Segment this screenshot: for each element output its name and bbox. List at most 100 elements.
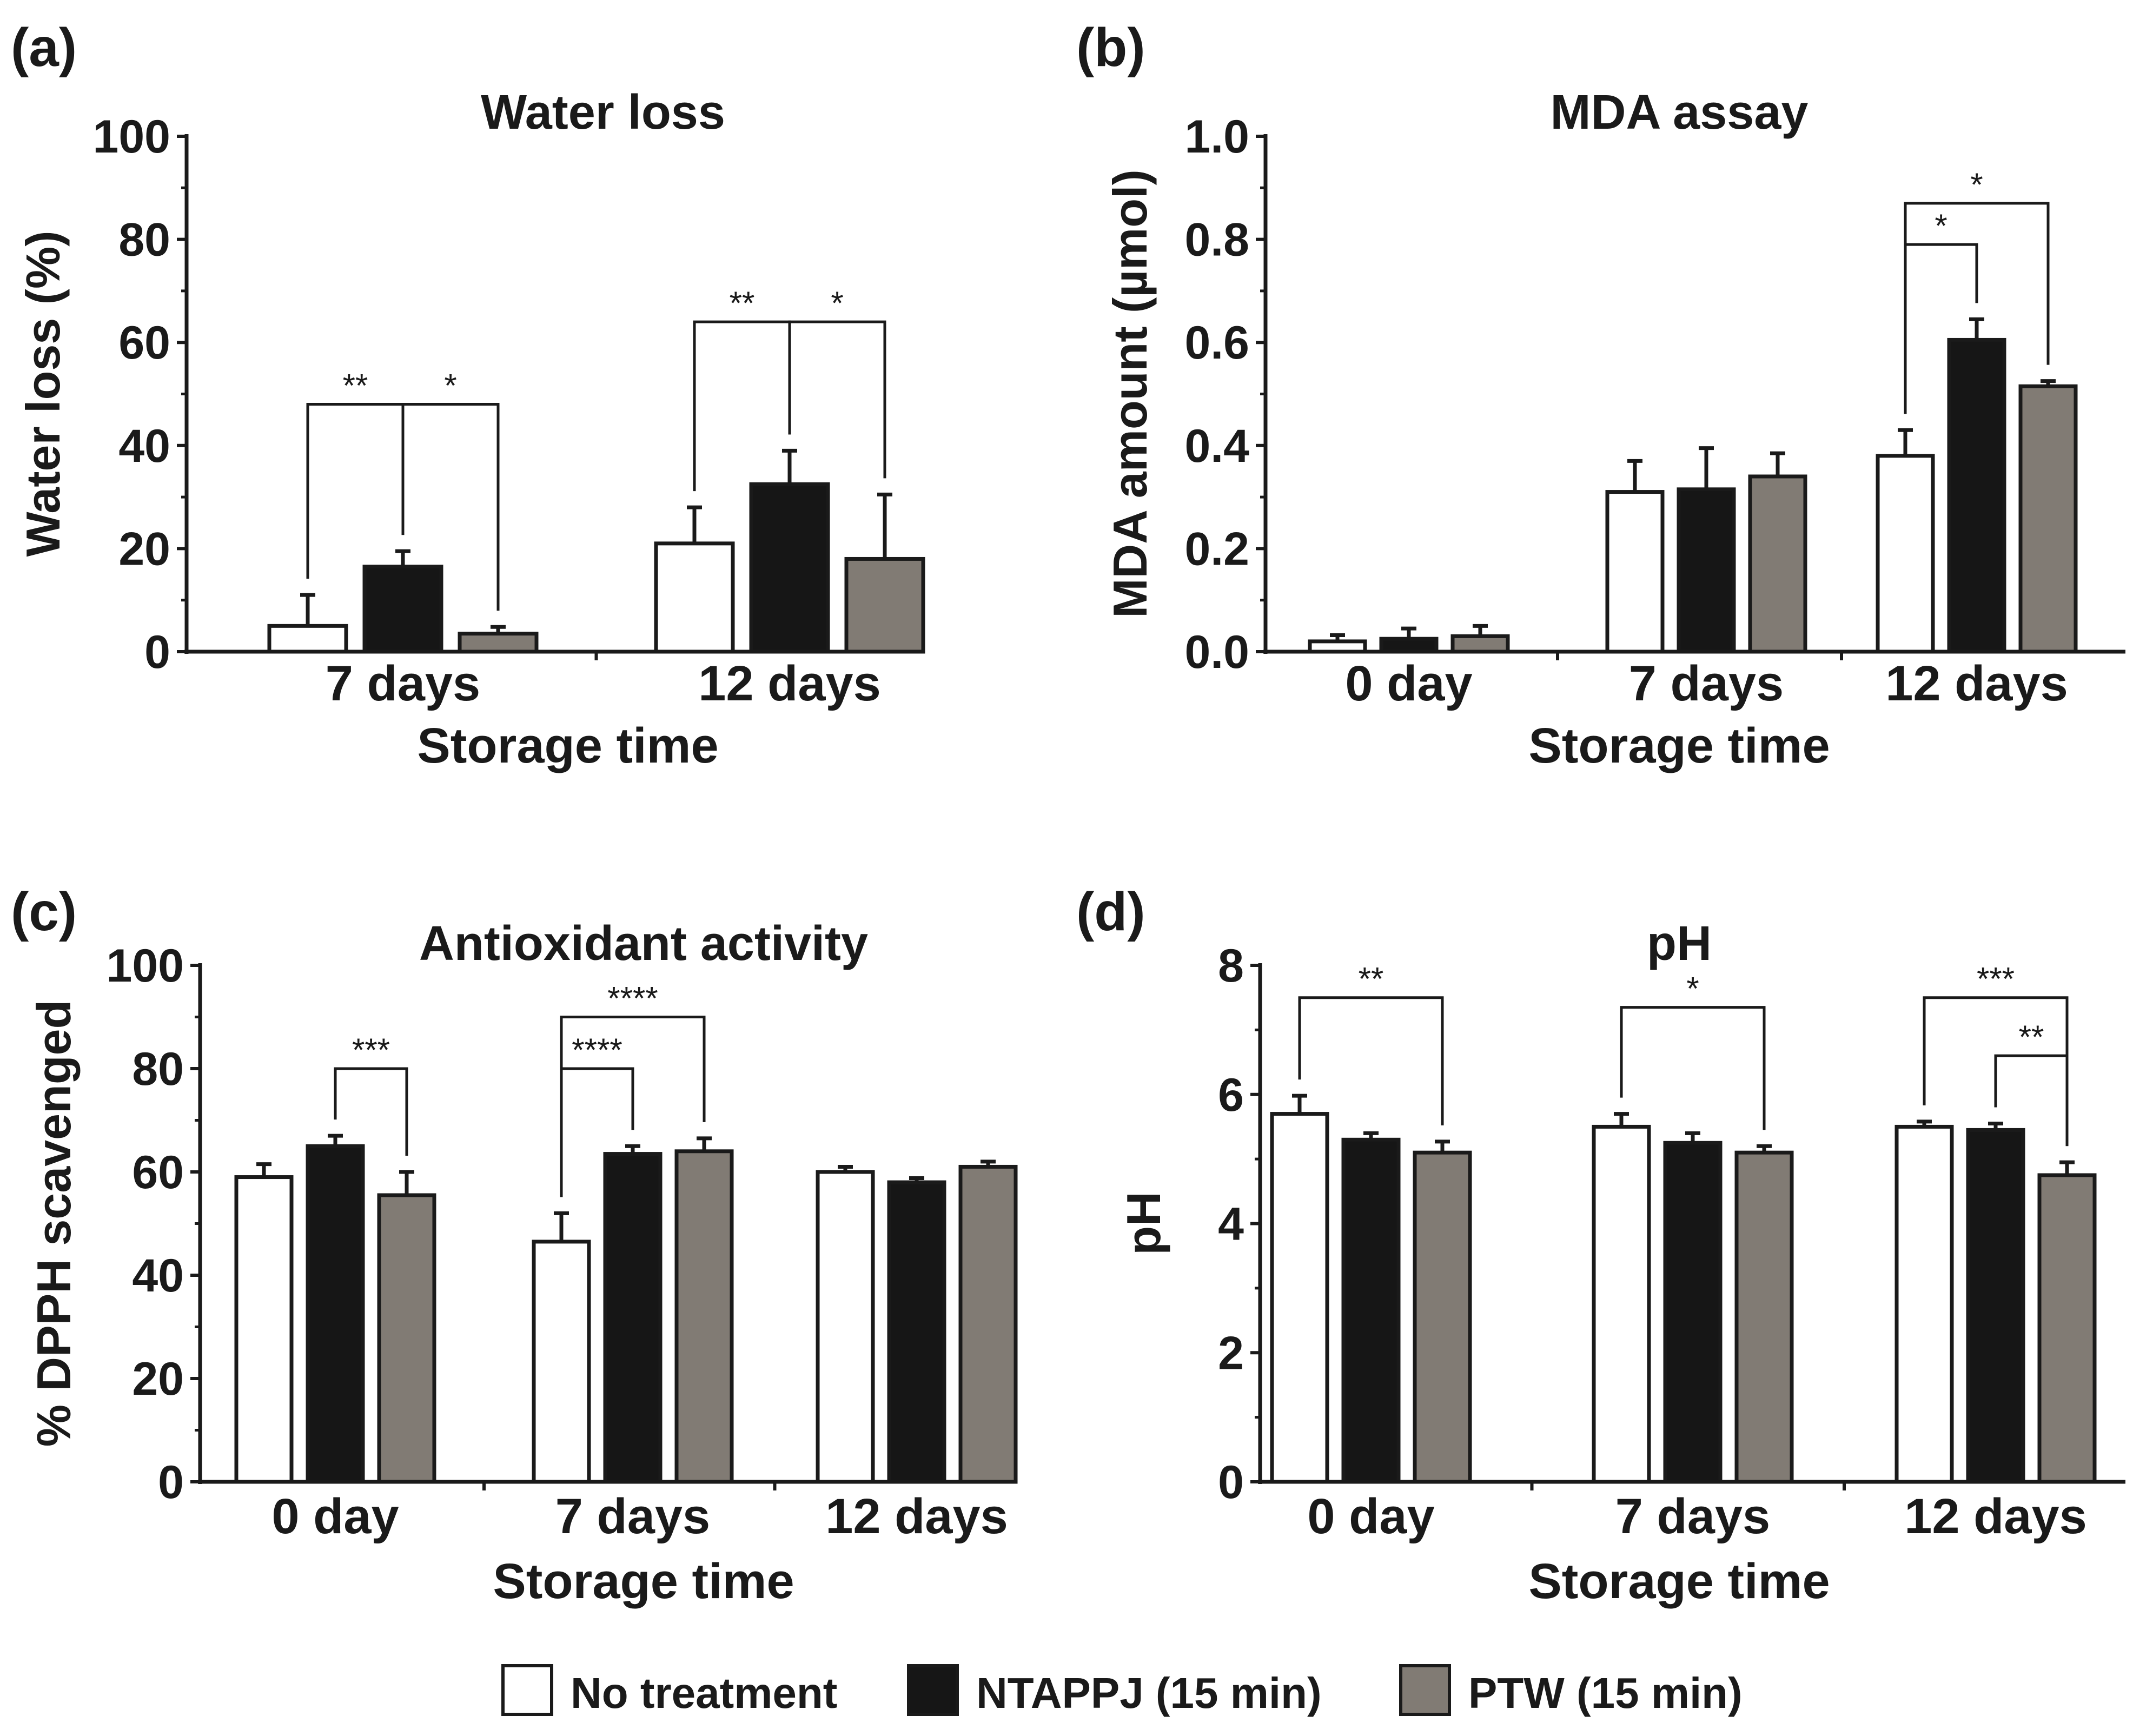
y-tick-label: 20: [118, 523, 170, 575]
significance-bracket: [1298, 996, 1444, 1125]
y-tick-label: 20: [132, 1353, 184, 1405]
y-tick-label: 0.8: [1184, 214, 1249, 266]
bar: [362, 565, 443, 654]
y-tick-label: 4: [1218, 1198, 1244, 1250]
legend-label-ptw: PTW (15 min): [1468, 1669, 1743, 1717]
x-axis-label: Storage time: [1528, 1554, 1830, 1609]
bar: [306, 1144, 365, 1484]
y-tick-label: 40: [132, 1250, 184, 1302]
significance-bracket: [1620, 1006, 1766, 1130]
chart-title: MDA assay: [1551, 85, 1809, 140]
y-axis-label: MDA amount (µmol): [1103, 169, 1157, 618]
bar: [234, 1175, 294, 1484]
bar: [1966, 1128, 2025, 1484]
x-axis-label: Storage time: [493, 1554, 794, 1609]
bar: [1734, 1150, 1794, 1484]
significance-bracket: [788, 320, 886, 479]
bar: [2018, 384, 2078, 654]
significance-label: ****: [607, 980, 658, 1017]
y-tick-label: 0.4: [1184, 420, 1249, 472]
y-tick-label: 40: [118, 420, 170, 472]
bar: [1677, 487, 1736, 654]
bar: [1270, 1112, 1329, 1484]
significance-label: **: [343, 368, 368, 404]
x-tick-label: 7 days: [555, 1489, 710, 1544]
bar: [1308, 639, 1367, 654]
legend-label-ntappj: NTAPPJ (15 min): [976, 1669, 1322, 1717]
panel-label: (d): [1076, 882, 1145, 942]
y-tick-label: 0: [1218, 1456, 1244, 1508]
bar: [377, 1193, 436, 1484]
y-tick-label: 0: [144, 626, 170, 678]
legend-swatch-ntappj: [907, 1664, 959, 1716]
significance-bracket: [693, 320, 791, 492]
x-tick-label: 0 day: [1307, 1489, 1434, 1544]
panel-label: (c): [11, 882, 77, 942]
x-tick-label: 12 days: [825, 1489, 1008, 1544]
bar: [887, 1180, 946, 1484]
legend-swatch-ptw: [1399, 1664, 1451, 1716]
bar: [2037, 1173, 2097, 1484]
significance-label: **: [1359, 961, 1384, 997]
bar: [1413, 1150, 1472, 1484]
bar: [1605, 490, 1665, 654]
bar: [1450, 634, 1510, 654]
legend-label-no-treatment: No treatment: [571, 1669, 837, 1717]
chart-title: Antioxidant activity: [419, 917, 868, 971]
significance-bracket: [401, 403, 500, 611]
x-tick-label: 12 days: [1904, 1489, 2087, 1544]
panel-b-mda-assay: (b) MDA assay 0.0 0.2 0.4 0.6 0.8 1.0 MDA amount…: [1076, 17, 2125, 773]
chart-title: Water loss: [481, 85, 725, 140]
bar: [1592, 1124, 1651, 1484]
significance-label: *: [1686, 971, 1699, 1007]
significance-bracket: [306, 403, 405, 579]
y-tick-label: 100: [93, 111, 171, 163]
y-tick-label: 1.0: [1184, 111, 1249, 163]
significance-label: *: [831, 285, 843, 321]
y-tick-label: 0.0: [1184, 626, 1249, 678]
panel-label: (b): [1076, 17, 1145, 78]
y-axis-label: pH: [1117, 1191, 1170, 1255]
x-tick-label: 7 days: [1615, 1489, 1770, 1544]
y-tick-label: 0.6: [1184, 317, 1249, 369]
bar: [844, 556, 925, 654]
y-tick-label: 60: [118, 317, 170, 369]
bar: [532, 1240, 591, 1484]
bar: [1663, 1141, 1723, 1484]
legend-swatch-no-treatment: [501, 1664, 553, 1716]
legend: No treatment NTAPPJ (15 min) PTW (15 min…: [501, 1664, 1743, 1717]
bar: [1876, 454, 1935, 654]
bar: [458, 632, 539, 654]
y-tick-label: 6: [1218, 1069, 1244, 1121]
y-tick-label: 100: [107, 940, 184, 992]
y-tick-label: 0: [158, 1456, 184, 1508]
bar: [1947, 337, 2006, 654]
bar: [1379, 637, 1439, 654]
y-tick-label: 60: [132, 1147, 184, 1198]
x-axis-label: Storage time: [1528, 718, 1830, 773]
y-tick-label: 8: [1218, 940, 1244, 992]
significance-label: **: [730, 285, 755, 321]
significance-label: ***: [1977, 961, 2015, 997]
y-axis-label: % DPPH scavenged: [27, 1000, 81, 1447]
y-axis-label: Water loss (%): [16, 230, 70, 556]
significance-label: **: [2019, 1019, 2044, 1055]
panel-a-water-loss: (a) Water loss 0 20 40 60 80 100 Water loss (%) 7…: [11, 17, 925, 773]
bar: [749, 482, 830, 654]
x-tick-label: 7 days: [1629, 656, 1784, 711]
x-axis-label: Storage time: [417, 718, 718, 773]
bar: [1748, 474, 1807, 654]
bar: [267, 624, 348, 654]
y-tick-label: 80: [132, 1043, 184, 1095]
panel-label: (a): [11, 17, 77, 78]
significance-label: *: [1935, 208, 1947, 244]
bar: [603, 1152, 663, 1484]
x-tick-label: 0 day: [1345, 656, 1472, 711]
x-tick-label: 0 day: [271, 1489, 399, 1544]
panel-c-antioxidant-activity: (c) Antioxidant activity 0 20 40 60 80 100 % DPP…: [11, 882, 1018, 1609]
panel-d-ph: (d) pH 0 2 4 6 8 pH 0 day 7 days 12 days Storage ti…: [1076, 882, 2125, 1609]
significance-label: ***: [352, 1032, 390, 1068]
bar: [958, 1164, 1018, 1484]
y-tick-label: 0.2: [1184, 523, 1249, 575]
